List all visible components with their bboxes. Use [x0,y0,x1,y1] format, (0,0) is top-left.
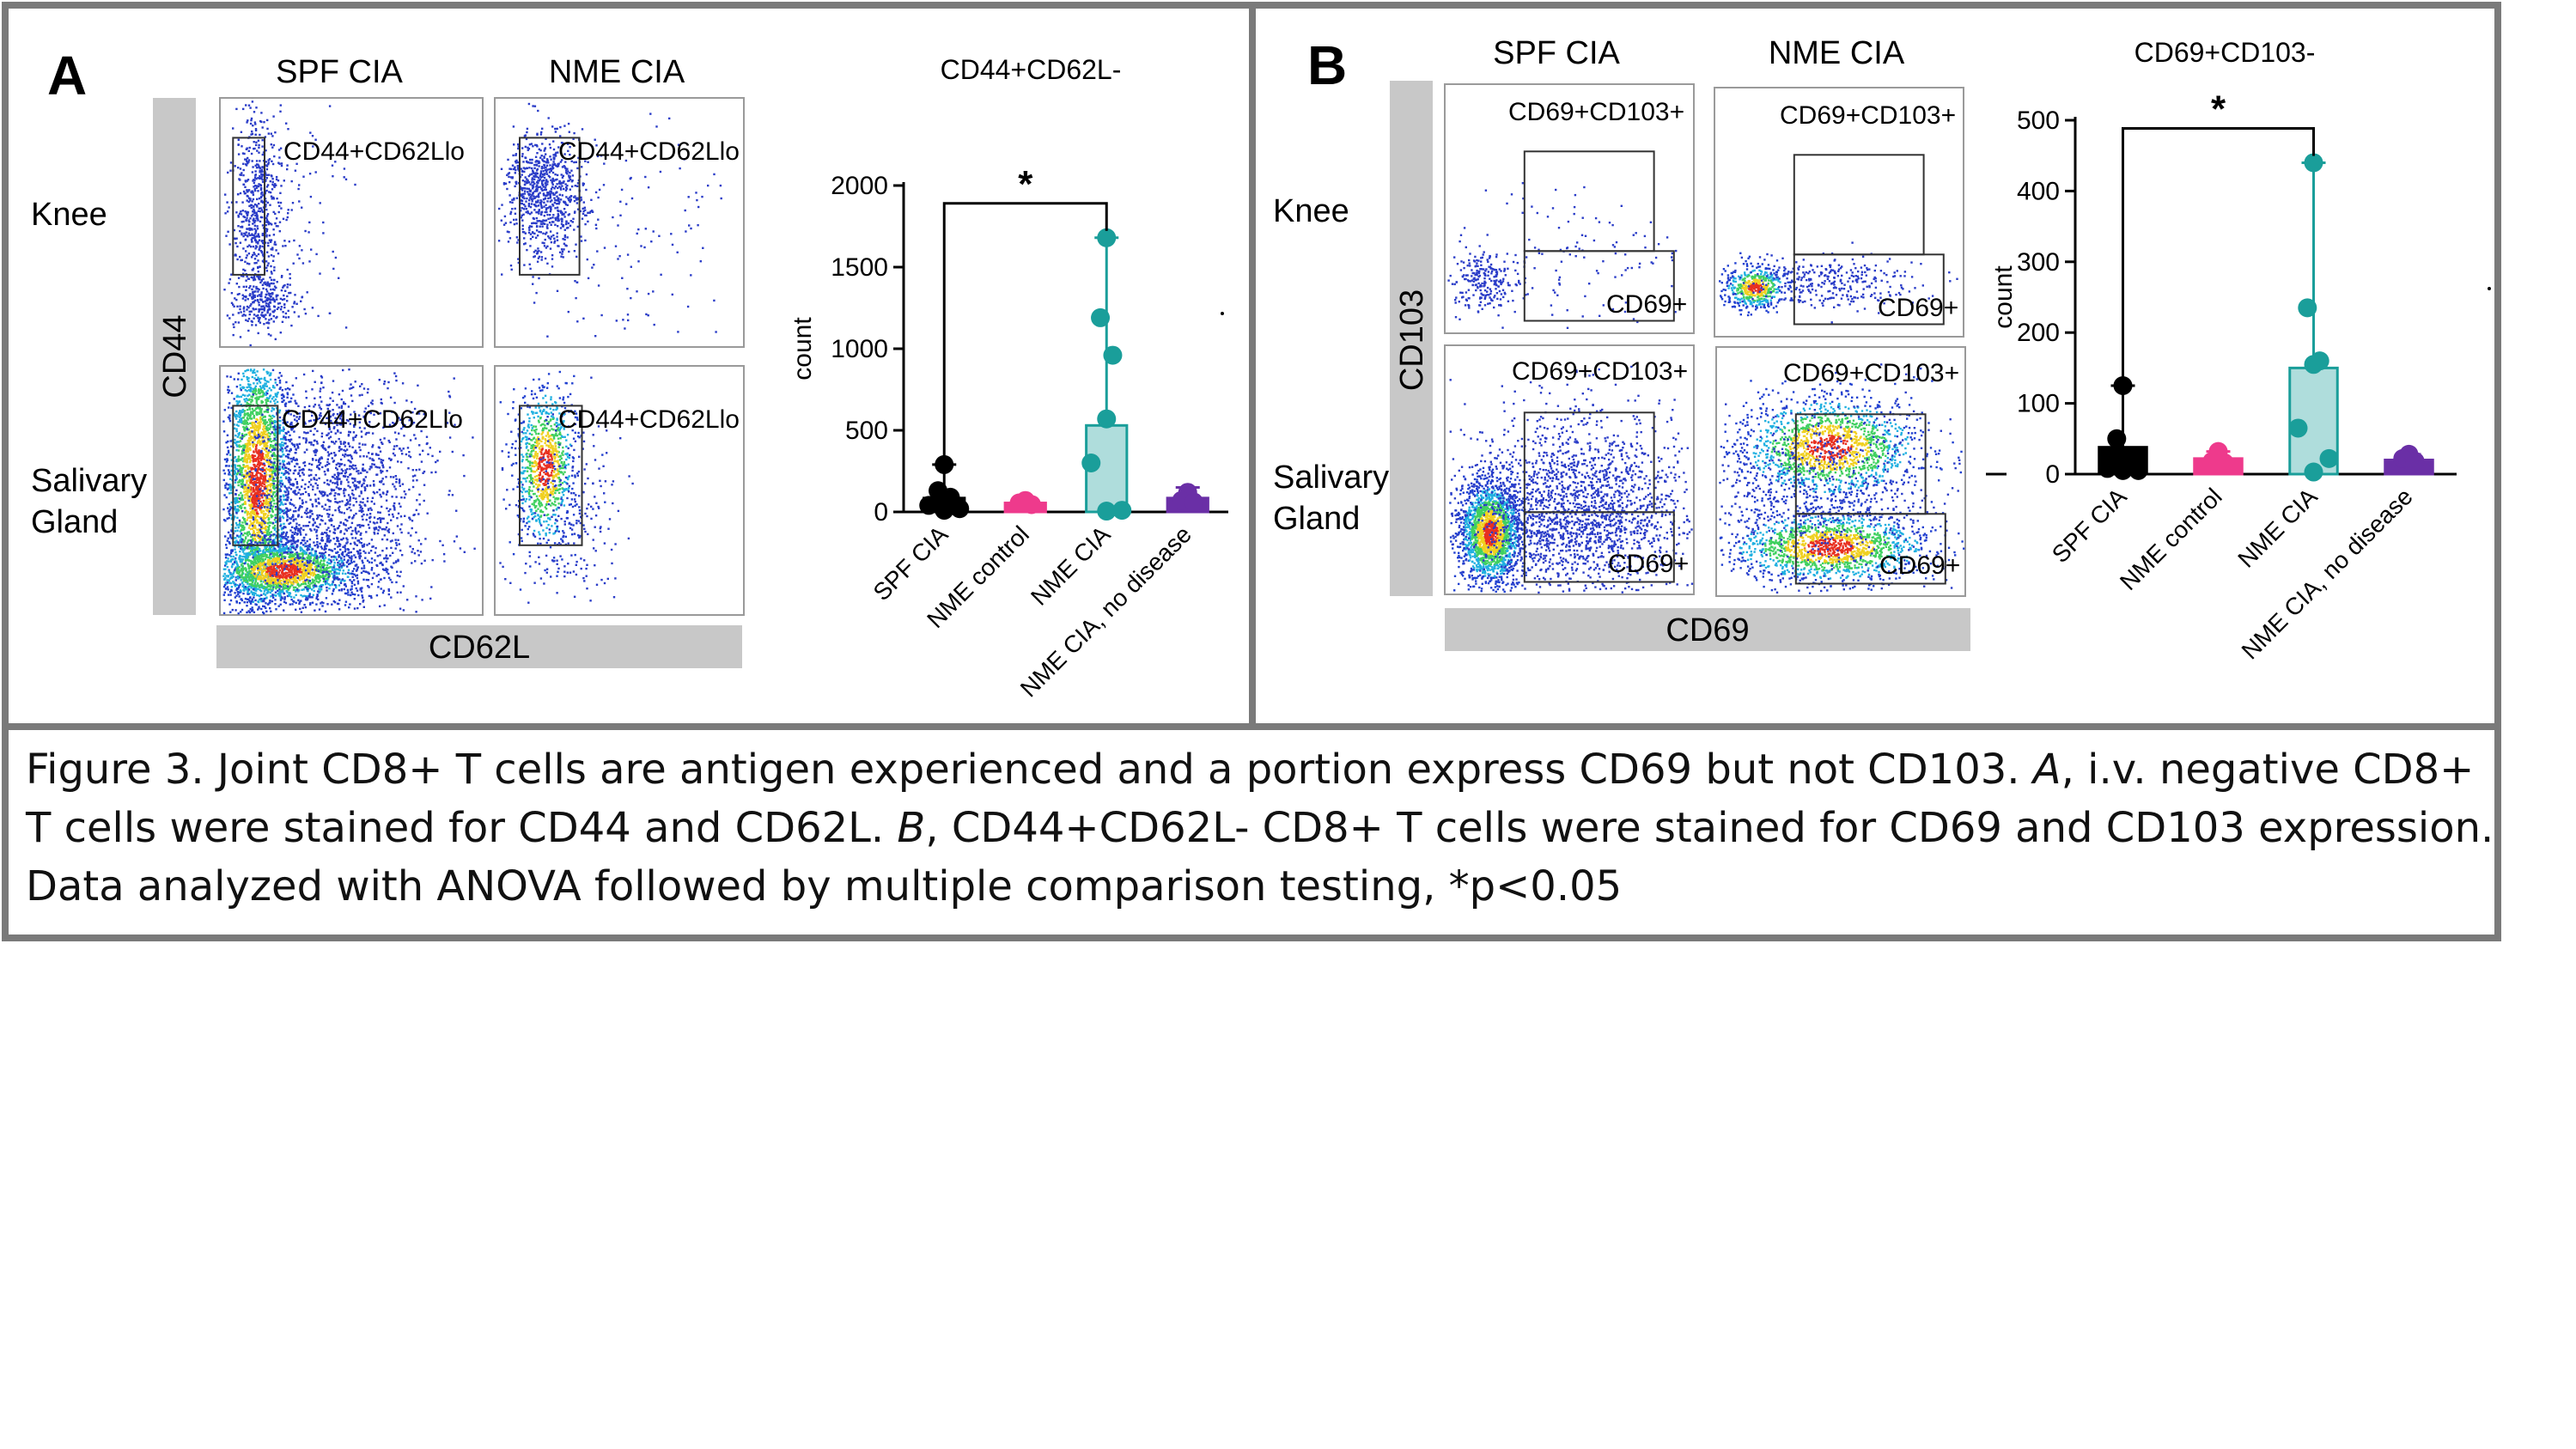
chart-a-ytick-label-4: 2000 [831,172,888,200]
plot-b-knee-spf-gate-bottom-label: CD69+ [1606,290,1687,319]
panel-b-row-salivary-1: Salivary [1273,460,1389,496]
chart-b-title: CD69+CD103- [2134,37,2316,68]
panel-b-row-knee: Knee [1273,193,1349,229]
chart-b-significance-bracket [2123,128,2314,379]
chart-b-point-1-2 [2215,454,2234,472]
chart-a-point-0-0 [935,455,953,474]
chart-b-significance-label: * [2211,88,2226,130]
plot-b-salivary-spf-gate-bottom-label: CD69+ [1608,550,1689,578]
plot-a-salivary-nme [495,366,744,615]
chart-b-ytick-label-1: 100 [2017,390,2060,418]
panel-a-letter: A [47,45,87,107]
chart-b-point-2-6 [2305,463,2323,482]
panel-b-y-axis-label: CD103 [1394,289,1430,391]
plot-b-knee-nme-gate-top-label: CD69+CD103+ [1780,101,1956,130]
panel-b-row-salivary-2: Gland [1273,501,1360,537]
plot-a-knee-spf-gate-label: CD44+CD62Llo [283,137,465,166]
panel-b-letter: B [1307,34,1347,96]
chart-b-ytick-label-4: 400 [2017,177,2060,205]
plot-a-salivary-spf-gate-label: CD44+CD62Llo [282,405,463,434]
plot-a-knee-nme [495,98,744,347]
chart-b-ylabel: count [1989,265,2018,329]
chart-b-category-label-0: SPF CIA [2047,483,2132,568]
chart-b-point-2-0 [2305,153,2323,172]
chart-b-ytick-label-0: 0 [2045,460,2060,489]
panel-a-row-salivary-2: Gland [31,504,118,540]
chart-b-ytick-label-2: 200 [2017,319,2060,347]
panel-a-col-header-nme: NME CIA [549,54,685,90]
chart-a-point-2-4 [1081,454,1100,472]
panel-b-col-header-spf: SPF CIA [1493,35,1620,71]
panel-a-x-axis-label: CD62L [429,630,530,666]
stray-dot-a [1221,312,1224,315]
chart-a-ytick-label-2: 1000 [831,335,888,363]
chart-a-point-2-3 [1097,410,1116,429]
panel-a-y-axis-label: CD44 [157,314,193,398]
plot-a-knee-nme-gate-label: CD44+CD62Llo [558,137,740,166]
chart-b-point-2-4 [2289,418,2308,437]
chart-a-point-2-1 [1091,308,1110,327]
chart-a-ytick-label-0: 0 [874,498,888,527]
panel-a-row-knee: Knee [31,197,107,233]
plot-b-salivary-nme-gate-bottom-label: CD69+ [1879,551,1960,580]
chart-b-point-0-0 [2114,376,2133,395]
chart-b-point-2-3 [2305,355,2323,374]
panel-a-col-header-spf: SPF CIA [276,54,403,90]
chart-a-ytick-label-1: 500 [845,417,888,445]
chart-b-point-0-1 [2107,429,2126,448]
plot-a-salivary-nme-gate-label: CD44+CD62Llo [558,405,740,434]
chart-a-category-label-0: SPF CIA [868,521,953,606]
chart-b-category-label-3: NME CIA, no disease [2237,483,2418,664]
plot-b-salivary-nme-gate-top-label: CD69+CD103+ [1783,359,1959,387]
plot-a-salivary-spf [220,366,483,615]
chart-a-point-2-6 [1097,502,1116,521]
chart-a-ytick-label-3: 1500 [831,253,888,282]
chart-a-significance-label: * [1018,163,1033,205]
chart-b-point-2-5 [2320,449,2339,468]
plot-b-knee-nme-gate-bottom-label: CD69+ [1878,294,1958,322]
chart-b-point-0-6 [2114,461,2133,480]
chart-b-ytick-label-5: 500 [2017,107,2060,135]
stray-dot-b [2488,287,2491,290]
chart-a-point-2-0 [1097,228,1116,247]
caption-a-letter: A [2033,746,2061,794]
figure-caption: Figure 3. Joint CD8+ T cells are antigen… [26,740,2508,916]
chart-b-point-2-1 [2298,298,2317,317]
caption-lead: Figure 3. Joint CD8+ T cells are antigen… [26,746,2033,794]
chart-a-point-0-6 [935,501,953,520]
plot-a-knee-spf [220,98,483,347]
plot-b-knee-spf-gate-top-label: CD69+CD103+ [1508,98,1684,126]
chart-b-ytick-label-3: 300 [2017,248,2060,277]
chart-a-ylabel: count [789,317,817,381]
chart-a-significance-bracket [944,204,1106,458]
panel-a-row-salivary-1: Salivary [31,463,147,499]
chart-a-point-2-2 [1103,346,1122,365]
chart-a-point-3-2 [1184,493,1203,512]
chart-b-category-label-2: NME CIA [2232,483,2323,573]
panel-b-x-axis-label: CD69 [1666,612,1749,648]
chart-b-category-label-1: NME control [2115,483,2227,595]
chart-a-title: CD44+CD62L- [941,54,1122,85]
chart-a-point-1-2 [1022,495,1041,514]
plot-b-salivary-spf-gate-top-label: CD69+CD103+ [1512,357,1688,386]
chart-b-point-3-2 [2406,452,2425,471]
caption-b-letter: B [897,804,925,852]
panel-b-col-header-nme: NME CIA [1769,35,1905,71]
